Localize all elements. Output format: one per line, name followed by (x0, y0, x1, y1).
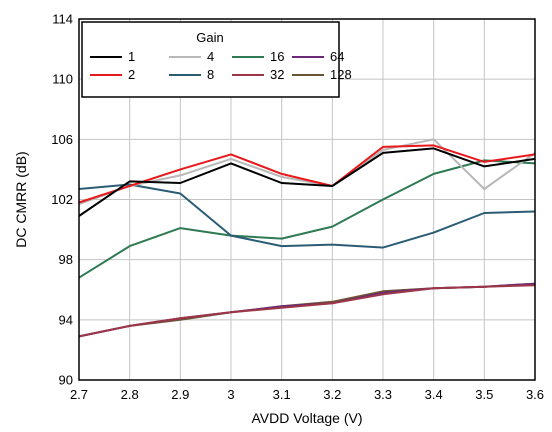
y-tick-label: 98 (59, 252, 73, 267)
y-tick-labels: 90 94 98 102 106 110 114 (51, 12, 73, 388)
legend-label-gain-8: 8 (207, 67, 214, 82)
x-tick-label: 2.8 (121, 387, 139, 402)
series-line-gain-8 (78, 183, 536, 249)
legend-label-gain-1: 1 (128, 49, 135, 64)
legend-label-gain-32: 32 (270, 67, 284, 82)
legend-label-gain-16: 16 (270, 49, 284, 64)
x-tick-label: 3.5 (475, 387, 493, 402)
x-tick-label: 2.9 (171, 387, 189, 402)
y-tick-label: 102 (51, 192, 73, 207)
y-tick-label: 114 (52, 12, 73, 27)
y-tick-label: 90 (59, 373, 73, 388)
x-axis-label: AVDD Voltage (V) (251, 410, 362, 426)
series-line-gain-1 (78, 147, 536, 217)
series-line-gain-64 (78, 282, 536, 338)
x-tick-label: 3.3 (374, 387, 392, 402)
series-line-gain-16 (78, 159, 536, 279)
legend-label-gain-2: 2 (128, 67, 135, 82)
y-tick-label: 106 (51, 132, 73, 147)
legend-box (81, 21, 340, 98)
legend-label-gain-64: 64 (330, 49, 344, 64)
y-axis-label: DC CMRR (dB) (13, 151, 29, 247)
legend-title: Gain (196, 30, 223, 45)
x-tick-labels: 2.7 2.8 2.9 3 3.1 3.2 3.3 3.4 3.5 3.6 (70, 387, 544, 402)
legend: Gain 1 2 4 8 16 32 64 128 (81, 21, 352, 98)
x-tick-label: 3 (227, 387, 234, 402)
series-line-gain-2 (78, 144, 536, 204)
x-tick-label: 3.4 (425, 387, 443, 402)
series-line-gain-4 (78, 138, 536, 205)
y-tick-label: 110 (52, 72, 73, 87)
series-lines (78, 138, 536, 338)
x-tick-label: 3.6 (526, 387, 544, 402)
x-tick-label: 3.1 (273, 387, 291, 402)
legend-label-gain-128: 128 (330, 67, 352, 82)
series-line-gain-32 (78, 284, 536, 338)
series-line-gain-128 (78, 282, 536, 338)
x-tick-label: 2.7 (70, 387, 88, 402)
plot-frame (78, 18, 536, 381)
x-tick-label: 3.2 (323, 387, 341, 402)
legend-label-gain-4: 4 (207, 49, 214, 64)
y-tick-label: 94 (59, 312, 73, 327)
